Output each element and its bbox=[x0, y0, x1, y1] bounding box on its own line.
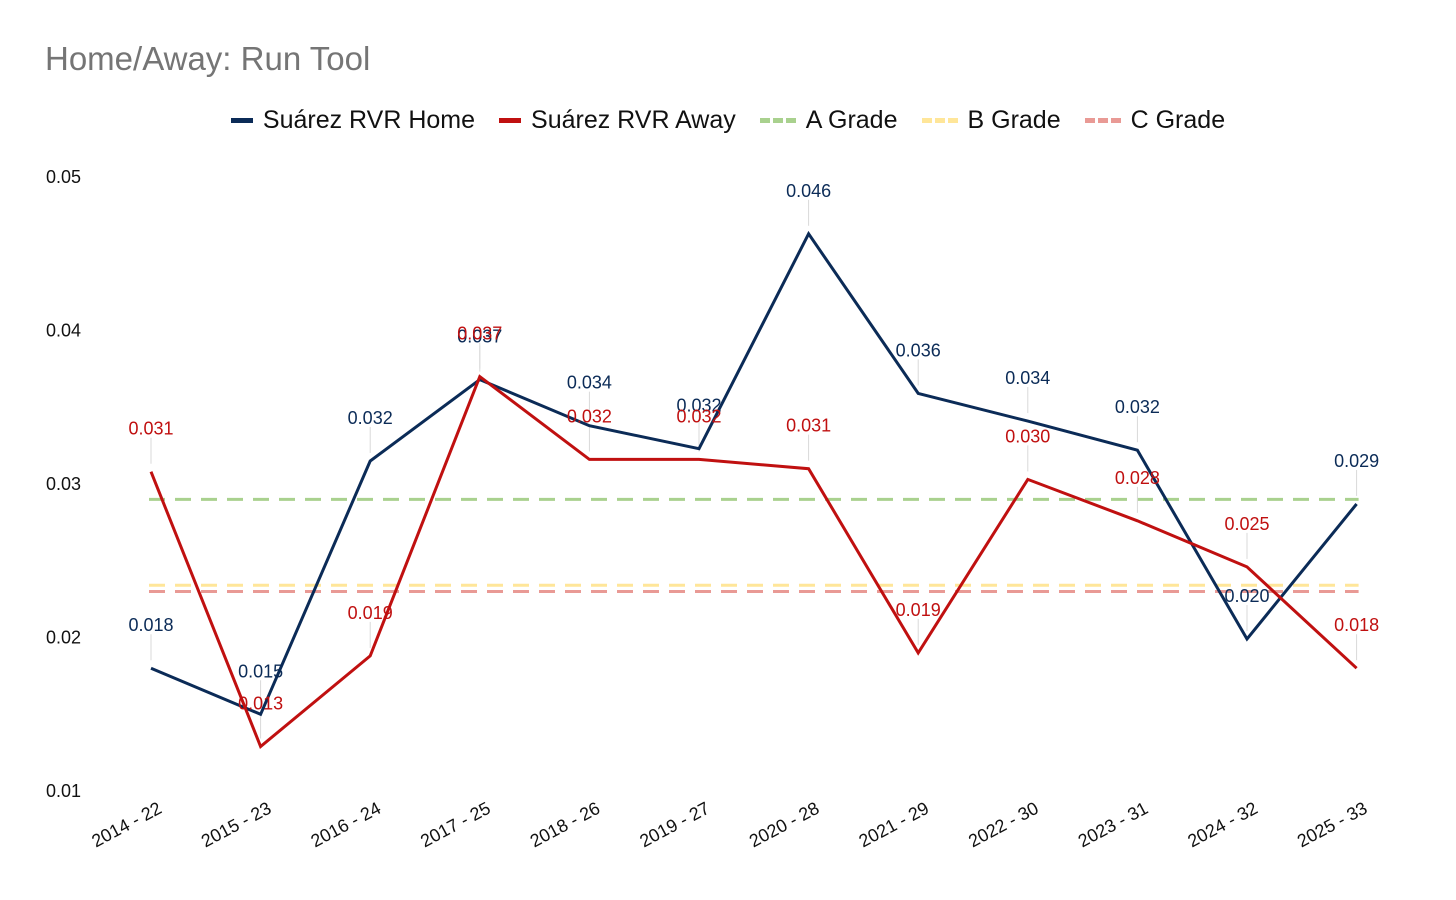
data-label-home: 0.034 bbox=[1005, 368, 1050, 388]
data-label-away: 0.025 bbox=[1224, 514, 1269, 534]
y-tick-label: 0.04 bbox=[46, 321, 81, 341]
legend-item-c-grade: C Grade bbox=[1084, 106, 1226, 135]
x-tick-label: 2018 - 26 bbox=[527, 798, 604, 851]
data-label-away: 0.028 bbox=[1115, 468, 1160, 488]
y-tick-label: 0.03 bbox=[46, 474, 81, 494]
legend-item-away: Suárez RVR Away bbox=[499, 106, 736, 135]
legend-label-c-grade: C Grade bbox=[1130, 106, 1226, 134]
x-tick-label: 2021 - 29 bbox=[856, 798, 933, 851]
legend-label-away: Suárez RVR Away bbox=[531, 106, 736, 134]
data-label-home: 0.037 bbox=[457, 327, 502, 347]
y-tick-label: 0.01 bbox=[46, 781, 81, 801]
data-label-away: 0.031 bbox=[786, 416, 831, 436]
data-label-away: 0.032 bbox=[567, 406, 612, 426]
x-tick-label: 2022 - 30 bbox=[965, 798, 1042, 851]
y-tick-label: 0.05 bbox=[46, 167, 81, 187]
data-label-home: 0.036 bbox=[896, 340, 941, 360]
data-label-away: 0.019 bbox=[896, 600, 941, 620]
series-line-home bbox=[150, 230, 1358, 717]
legend-label-b-grade: B Grade bbox=[967, 106, 1061, 134]
y-tick-label: 0.02 bbox=[46, 628, 81, 648]
data-label-home: 0.029 bbox=[1334, 451, 1379, 471]
legend-swatch-b-grade bbox=[921, 118, 958, 123]
x-tick-label: 2014 - 22 bbox=[88, 798, 165, 851]
data-label-away: 0.031 bbox=[128, 419, 173, 439]
chart-title: Home/Away: Run Tool bbox=[45, 40, 371, 77]
legend-item-a-grade: A Grade bbox=[759, 106, 898, 135]
data-label-away: 0.019 bbox=[348, 603, 393, 623]
x-tick-label: 2024 - 32 bbox=[1184, 798, 1261, 851]
legend-swatch-away bbox=[499, 118, 522, 123]
data-label-home: 0.018 bbox=[128, 615, 173, 635]
series-line-away bbox=[149, 374, 1358, 749]
x-tick-label: 2019 - 27 bbox=[636, 798, 713, 851]
x-tick-label: 2025 - 33 bbox=[1294, 798, 1371, 851]
legend-item-b-grade: B Grade bbox=[921, 106, 1061, 135]
x-tick-label: 2015 - 23 bbox=[198, 798, 275, 851]
x-tick-label: 2023 - 31 bbox=[1075, 798, 1152, 851]
x-tick-label: 2020 - 28 bbox=[746, 798, 823, 851]
legend-label-a-grade: A Grade bbox=[805, 106, 898, 134]
data-label-home: 0.032 bbox=[676, 396, 721, 416]
legend-item-home: Suárez RVR Home bbox=[230, 106, 476, 135]
data-label-away: 0.018 bbox=[1334, 615, 1379, 635]
legend: Suárez RVR Home Suárez RVR Away A Grade … bbox=[0, 106, 1456, 135]
legend-label-home: Suárez RVR Home bbox=[262, 106, 476, 134]
legend-swatch-c-grade bbox=[1084, 118, 1121, 123]
data-label-home: 0.015 bbox=[238, 661, 283, 681]
x-tick-label: 2017 - 25 bbox=[417, 798, 494, 851]
data-label-away: 0.037 bbox=[457, 324, 502, 344]
data-label-home: 0.020 bbox=[1224, 586, 1269, 606]
data-label-home: 0.032 bbox=[348, 408, 393, 428]
data-label-home: 0.032 bbox=[1115, 397, 1160, 417]
x-tick-label: 2016 - 24 bbox=[308, 798, 385, 851]
legend-swatch-a-grade bbox=[759, 118, 796, 123]
data-label-away: 0.030 bbox=[1005, 426, 1050, 446]
data-label-home: 0.046 bbox=[786, 181, 831, 201]
legend-swatch-home bbox=[230, 118, 253, 123]
data-label-home: 0.034 bbox=[567, 373, 612, 393]
data-label-away: 0.013 bbox=[238, 693, 283, 713]
data-label-away: 0.032 bbox=[676, 406, 721, 426]
